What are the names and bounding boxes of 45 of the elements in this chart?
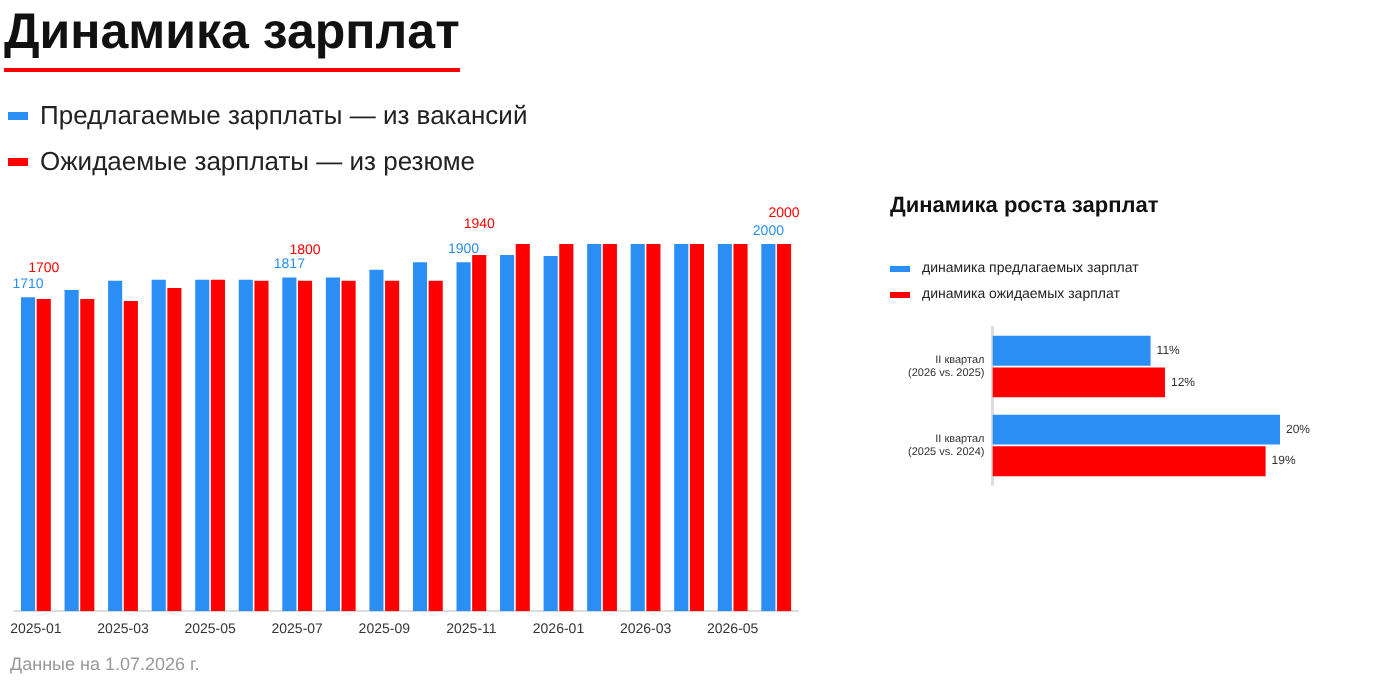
bar bbox=[559, 244, 574, 612]
bar bbox=[587, 244, 602, 612]
bar bbox=[543, 255, 558, 612]
bar bbox=[500, 255, 515, 612]
bar bbox=[992, 335, 1151, 366]
bar bbox=[674, 244, 689, 612]
bar bbox=[992, 446, 1266, 477]
bar bbox=[108, 280, 123, 612]
bar bbox=[195, 279, 210, 612]
bar bbox=[777, 244, 792, 612]
chart-title: Динамика роста зарплат bbox=[890, 194, 1159, 218]
bar bbox=[761, 244, 776, 612]
legend-label: Ожидаемые зарплаты — из резюме bbox=[40, 146, 475, 176]
bar bbox=[254, 280, 269, 612]
bar bbox=[472, 255, 487, 612]
bar bbox=[385, 280, 400, 612]
bar bbox=[80, 299, 95, 612]
bar bbox=[515, 244, 530, 612]
legend-label: Предлагаемые зарплаты — из вакансий bbox=[40, 100, 528, 130]
bar bbox=[602, 244, 617, 612]
bar bbox=[282, 277, 297, 612]
bar bbox=[123, 300, 138, 612]
bar bbox=[630, 244, 645, 612]
bar bbox=[151, 279, 166, 612]
bar bbox=[238, 279, 253, 612]
bar bbox=[689, 244, 705, 612]
bar bbox=[992, 367, 1165, 398]
bar bbox=[36, 299, 51, 612]
bar bbox=[64, 289, 79, 612]
bar bbox=[167, 288, 182, 612]
bar bbox=[456, 262, 471, 612]
bar bbox=[21, 297, 36, 612]
bar bbox=[646, 244, 661, 612]
bar bbox=[210, 279, 225, 612]
bar bbox=[412, 262, 428, 612]
bar bbox=[733, 244, 748, 612]
bar bbox=[325, 277, 340, 612]
bar bbox=[341, 280, 356, 612]
bar bbox=[992, 414, 1280, 445]
text: Данные на 1.07.2026 г. bbox=[10, 654, 200, 674]
bar bbox=[717, 244, 732, 612]
chart-title: Динамика зарплат bbox=[4, 4, 460, 72]
bar bbox=[297, 280, 313, 612]
bar bbox=[428, 280, 443, 612]
bar bbox=[369, 269, 384, 612]
